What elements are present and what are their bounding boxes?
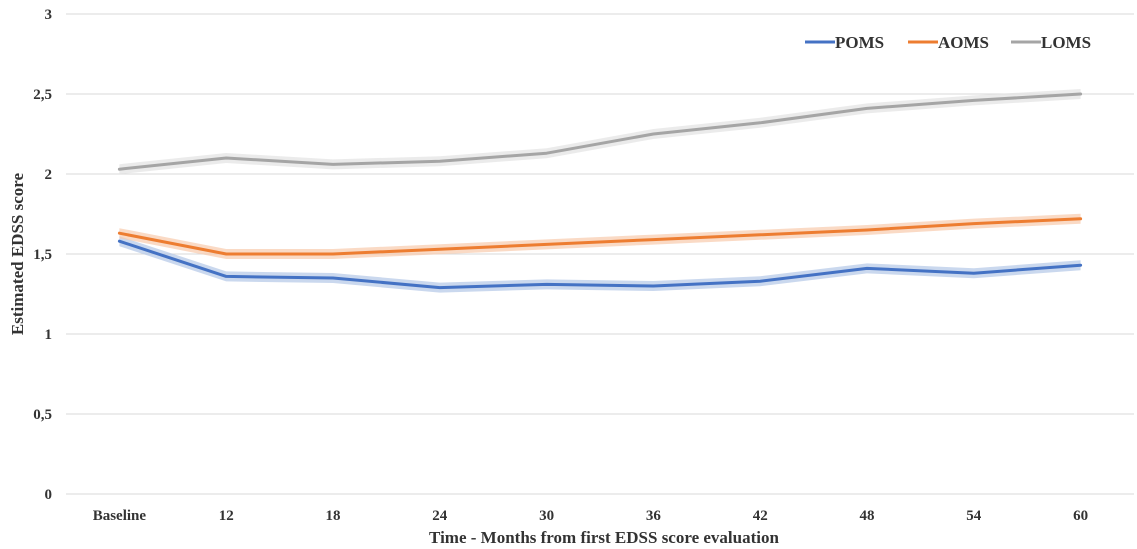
y-tick-label: 0,5: [33, 407, 52, 423]
x-tick-label: 54: [966, 508, 982, 524]
y-tick-label: 2,5: [33, 87, 52, 103]
legend-label: AOMS: [938, 33, 989, 52]
legend-label: LOMS: [1041, 33, 1091, 52]
series-lines: [117, 92, 1083, 290]
y-tick-label: 2: [45, 167, 53, 183]
x-tick-label: 60: [1073, 508, 1088, 524]
x-axis-ticks: Baseline 12 18 24 30 36 42 48 54 60: [93, 508, 1088, 524]
x-tick-label: 24: [432, 508, 448, 524]
x-tick-label: Baseline: [93, 508, 147, 524]
x-axis-title: Time - Months from first EDSS score eval…: [429, 528, 779, 547]
x-tick-label: 48: [860, 508, 875, 524]
x-tick-label: 18: [326, 508, 341, 524]
confidence-bands: [119, 89, 1081, 293]
x-tick-label: 42: [753, 508, 768, 524]
x-tick-label: 12: [219, 508, 234, 524]
legend: POMS AOMS LOMS: [805, 33, 1091, 52]
x-tick-label: 30: [539, 508, 554, 524]
y-axis-ticks: 0 0,5 1 1,5 2 2,5 3: [33, 7, 52, 503]
x-tick-label: 36: [646, 508, 662, 524]
y-tick-label: 3: [45, 7, 53, 23]
confidence-band-aoms: [119, 213, 1081, 259]
legend-label: POMS: [835, 33, 884, 52]
confidence-band-loms: [119, 89, 1081, 175]
y-tick-label: 0: [45, 487, 53, 503]
series-line-loms: [117, 92, 1083, 171]
y-axis-title: Estimated EDSS score: [8, 172, 27, 335]
series-line-aoms: [117, 217, 1083, 256]
y-tick-label: 1,5: [33, 247, 52, 263]
series-line-poms: [117, 239, 1083, 290]
confidence-band-poms: [119, 236, 1081, 293]
y-tick-label: 1: [45, 327, 53, 343]
